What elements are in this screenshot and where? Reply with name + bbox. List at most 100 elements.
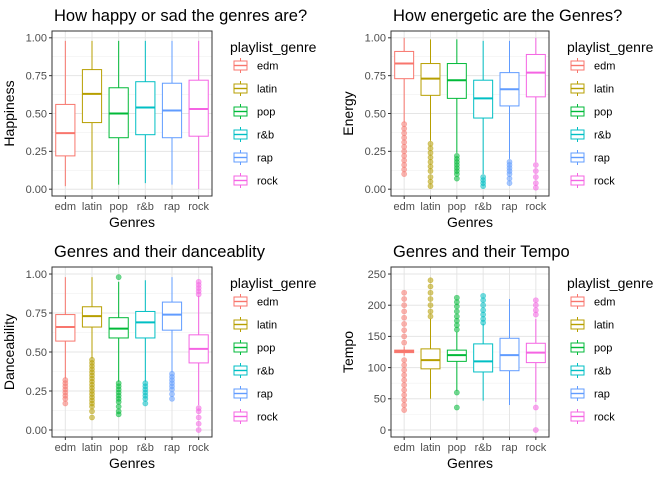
y-tick-label: 1.00 — [26, 269, 47, 281]
outlier-point — [401, 387, 408, 393]
outlier-point — [532, 162, 539, 168]
x-tick-label: r&b — [475, 201, 492, 213]
outlier-point — [401, 327, 408, 334]
box-iqr — [55, 103, 76, 157]
outlier-point — [195, 408, 202, 415]
box-edm — [394, 37, 415, 177]
y-tick-label: 200 — [368, 300, 386, 312]
y-tick-label: 0.50 — [365, 108, 386, 120]
box-rock — [188, 40, 209, 190]
legend-key-edm — [232, 57, 249, 74]
outlier-point — [401, 402, 408, 408]
y-tick-label: 150 — [368, 331, 386, 343]
legend-key-rap — [232, 385, 249, 402]
legend-key-rap — [232, 149, 249, 166]
legend-label: rock — [594, 412, 615, 424]
chart-title: How happy or sad the genres are? — [54, 7, 307, 25]
legend-key-rock — [232, 408, 249, 425]
legend-label: rap — [257, 153, 273, 165]
outlier-point — [62, 400, 69, 407]
x-tick-label: r&b — [475, 442, 492, 454]
x-tick-label: edm — [55, 442, 76, 454]
y-tick-label: 0.25 — [26, 386, 47, 398]
y-tick-label: 0.50 — [26, 108, 47, 120]
box-iqr — [420, 348, 441, 370]
legend-label: pop — [594, 107, 612, 119]
legend-key-rap — [569, 385, 586, 402]
legend-key-latin — [569, 316, 586, 333]
box-iqr — [81, 69, 103, 124]
legend-label: r&b — [594, 130, 611, 142]
y-tick-label: 0.25 — [365, 146, 386, 158]
y-tick-label: 0.00 — [26, 425, 47, 437]
outlier-point — [195, 427, 202, 433]
box-latin — [81, 40, 103, 190]
outlier-point — [532, 297, 539, 304]
box-pop — [108, 274, 129, 418]
y-tick-label: 50 — [374, 394, 386, 406]
outlier-point — [453, 389, 460, 396]
outlier-point — [401, 171, 408, 177]
outlier-point — [401, 302, 408, 309]
box-latin — [420, 277, 441, 399]
y-tick-label: 250 — [368, 269, 386, 281]
outlier-point — [427, 313, 434, 320]
outlier-point — [401, 333, 408, 340]
outlier-point — [401, 382, 408, 388]
legend-label: rock — [594, 176, 615, 188]
outlier-point — [427, 277, 434, 284]
box-rock — [188, 278, 209, 433]
legend-label: rap — [594, 153, 610, 165]
box-rap — [499, 298, 520, 406]
box-edm — [55, 277, 76, 407]
outlier-point — [532, 427, 539, 433]
legend-key-latin — [232, 316, 249, 333]
x-axis-label: Genres — [109, 214, 155, 230]
box-rock — [525, 297, 546, 433]
y-axis-label: Tempo — [340, 331, 356, 373]
plot-border — [390, 266, 550, 438]
box-iqr — [473, 343, 494, 373]
legend-key-rnb — [569, 362, 586, 379]
outlier-point — [532, 404, 539, 411]
box-rnb — [473, 40, 494, 190]
box-iqr — [161, 301, 183, 331]
outlier-point — [532, 184, 539, 191]
y-tick-label: 0.00 — [365, 184, 386, 196]
legend-label: latin — [594, 320, 614, 332]
y-tick-label: 100 — [368, 362, 386, 374]
box-latin — [420, 39, 441, 190]
outlier-point — [89, 408, 95, 415]
outlier-point — [401, 296, 408, 302]
legend-label: r&b — [257, 130, 274, 142]
y-axis-label: Energy — [340, 91, 356, 135]
outlier-point — [427, 168, 434, 174]
outlier-point — [401, 367, 408, 373]
x-axis-label: Genres — [447, 455, 493, 471]
legend-key-pop — [569, 339, 586, 356]
x-tick-label: pop — [448, 201, 466, 213]
box-iqr — [525, 53, 546, 98]
y-tick-label: 0.75 — [365, 70, 386, 82]
x-tick-label: rock — [525, 442, 546, 454]
box-rnb — [135, 40, 156, 184]
outlier-point — [401, 407, 408, 413]
legend-label: pop — [594, 343, 612, 355]
legend-title: playlist_genre — [230, 39, 317, 55]
x-tick-label: pop — [448, 442, 466, 454]
legend-label: latin — [257, 84, 277, 96]
legend-key-latin — [569, 80, 586, 97]
legend-key-pop — [232, 103, 249, 120]
legend-key-rnb — [232, 362, 249, 379]
legend-key-rap — [569, 149, 586, 166]
legend-label: latin — [257, 320, 277, 332]
